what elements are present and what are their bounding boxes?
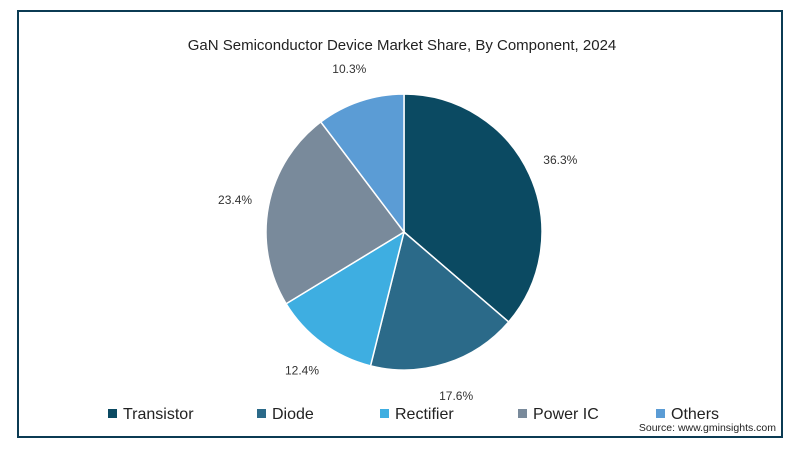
value-label-rectifier: 12.4%	[285, 364, 319, 378]
value-label-diode: 17.6%	[439, 389, 473, 403]
pie-slice-power-ic	[265, 120, 406, 305]
legend-label-transistor: Transistor	[123, 406, 194, 423]
value-label-others: 10.3%	[332, 62, 366, 76]
legend-swatch-power-ic	[518, 409, 527, 418]
source-note: Source: www.gminsights.com	[639, 422, 776, 434]
value-label-power-ic: 23.4%	[218, 193, 252, 207]
legend-swatch-diode	[257, 409, 266, 418]
pie-value-labels: 36.3% 17.6% 12.4% 23.4% 10.3%	[218, 62, 578, 403]
pie-slice-rectifier	[285, 230, 406, 367]
value-label-transistor: 36.3%	[543, 153, 577, 167]
legend-swatch-rectifier	[380, 409, 389, 418]
legend-label-diode: Diode	[272, 406, 314, 423]
legend-swatch-transistor	[108, 409, 117, 418]
legend-label-rectifier: Rectifier	[395, 406, 454, 423]
chart-title: GaN Semiconductor Device Market Share, B…	[188, 37, 617, 54]
pie-slices	[265, 93, 543, 371]
legend-swatch-others	[656, 409, 665, 418]
pie-slice-transistor	[403, 93, 543, 324]
pie-slice-diode	[369, 230, 510, 371]
legend: Transistor Diode Rectifier Power IC Others	[108, 406, 719, 423]
pie-slice-others	[319, 93, 405, 235]
legend-label-others: Others	[671, 406, 719, 423]
legend-label-power-ic: Power IC	[533, 406, 599, 423]
